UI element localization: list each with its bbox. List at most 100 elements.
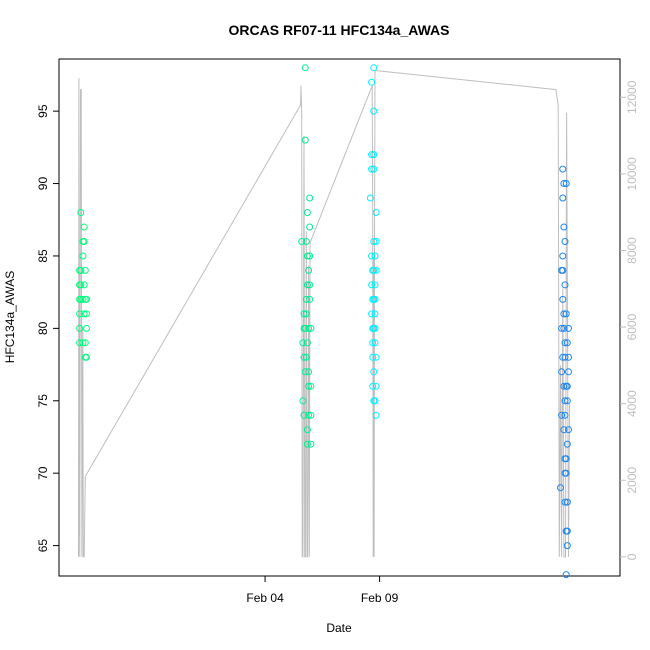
chart-title: ORCAS RF07-11 HFC134a_AWAS — [229, 22, 450, 38]
data-point — [558, 324, 566, 332]
y-axis: 65 70 75 80 85 90 95 — [36, 104, 59, 552]
data-point — [558, 411, 566, 419]
data-point — [369, 353, 377, 361]
altitude-line — [78, 69, 571, 558]
data-point — [562, 571, 570, 579]
data-point — [563, 382, 571, 390]
data-point — [307, 324, 315, 332]
data-point — [372, 209, 380, 216]
data-point — [83, 324, 90, 332]
data-point — [83, 295, 90, 303]
data-point — [561, 455, 569, 463]
data-point — [307, 440, 315, 448]
data-point — [306, 281, 314, 289]
data-point — [302, 353, 310, 361]
data-point — [562, 469, 570, 477]
y2-tick-label: 6000 — [625, 313, 639, 340]
x-axis-label: Date — [326, 621, 352, 635]
y-tick-label: 95 — [36, 104, 50, 118]
data-point — [369, 339, 377, 347]
data-point — [371, 295, 379, 303]
data-point — [560, 223, 568, 231]
data-point — [561, 339, 569, 347]
data-point — [366, 194, 374, 202]
data-point — [79, 295, 87, 303]
data-point — [563, 397, 571, 405]
data-point — [561, 411, 569, 419]
data-point — [80, 281, 88, 289]
data-point — [302, 310, 310, 318]
data-point — [300, 310, 308, 318]
y-tick-label: 80 — [36, 321, 50, 335]
data-point — [563, 440, 571, 448]
y2-tick-label: 0 — [625, 553, 639, 560]
data-point — [370, 165, 378, 173]
data-point — [561, 397, 569, 405]
data-point — [371, 281, 379, 289]
y2-tick-label: 4000 — [625, 390, 639, 417]
y-tick-label: 90 — [36, 177, 50, 191]
y2-tick-label: 8000 — [625, 237, 639, 264]
data-point — [561, 281, 569, 289]
data-point — [299, 339, 307, 347]
data-point — [77, 209, 85, 216]
data-point — [306, 194, 314, 202]
data-point — [303, 339, 311, 347]
data-point — [370, 64, 378, 72]
data-point — [563, 339, 571, 347]
data-point — [561, 498, 569, 506]
data-point — [370, 368, 378, 376]
y-axis-label: HFC134a_AWAS — [3, 271, 17, 363]
data-point — [565, 368, 572, 376]
data-point — [563, 542, 571, 550]
data-point — [369, 266, 377, 274]
data-point — [561, 238, 569, 245]
data-point — [561, 353, 569, 361]
data-point — [368, 165, 376, 173]
data-point — [372, 353, 380, 361]
y2-tick-label: 12000 — [625, 80, 639, 114]
data-point — [560, 180, 568, 187]
data-point — [303, 440, 311, 448]
data-point — [560, 382, 568, 390]
data-point — [371, 252, 379, 260]
data-point — [83, 310, 90, 318]
data-point — [307, 411, 315, 419]
data-point — [79, 252, 87, 260]
data-point — [563, 527, 571, 535]
data-point — [303, 426, 311, 434]
data-point — [559, 266, 567, 274]
data-point — [562, 180, 570, 187]
data-point — [302, 238, 310, 245]
data-point — [83, 353, 90, 361]
data-point — [303, 252, 311, 260]
data-point — [562, 310, 570, 318]
data-point — [371, 310, 379, 318]
data-point — [371, 397, 379, 405]
x-tick-label: Feb 04 — [246, 591, 284, 605]
data-point — [299, 397, 307, 405]
data-point — [305, 324, 313, 332]
data-point — [305, 382, 313, 390]
data-point — [80, 310, 88, 318]
data-point — [560, 426, 568, 434]
data-point — [563, 498, 571, 506]
plot-area-frame — [58, 58, 621, 577]
data-point — [565, 353, 572, 361]
data-point — [372, 238, 380, 245]
scatter-points-layer — [76, 64, 572, 579]
data-point — [77, 266, 85, 274]
data-point — [305, 411, 313, 419]
data-point — [368, 310, 376, 318]
data-point — [306, 295, 314, 303]
data-point — [79, 339, 87, 347]
data-point — [560, 310, 568, 318]
altitude-line-layer — [78, 69, 571, 558]
x-axis: Feb 04 Feb 09 — [246, 576, 399, 605]
data-point — [300, 411, 308, 419]
data-point — [565, 324, 572, 332]
y2-tick-label: 10000 — [625, 157, 639, 191]
data-point — [303, 209, 311, 216]
data-point — [557, 484, 564, 492]
